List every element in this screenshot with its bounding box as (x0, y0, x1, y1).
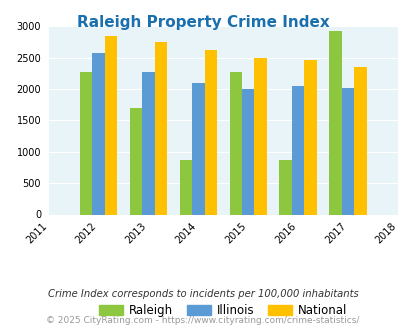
Bar (254, 58, 266, 214)
Bar (241, 89, 254, 214)
Legend: Raleigh, Illinois, National: Raleigh, Illinois, National (94, 299, 351, 322)
Bar (291, 86, 304, 214)
Bar (80, 72, 92, 214)
Bar (192, 83, 204, 214)
Bar (341, 88, 353, 214)
Bar (328, 31, 341, 214)
Bar (179, 160, 192, 214)
Bar (92, 53, 104, 214)
Bar (354, 67, 366, 214)
Text: Crime Index corresponds to incidents per 100,000 inhabitants: Crime Index corresponds to incidents per… (47, 289, 358, 299)
Text: © 2025 CityRating.com - https://www.cityrating.com/crime-statistics/: © 2025 CityRating.com - https://www.city… (46, 315, 359, 325)
Bar (142, 72, 154, 214)
Bar (130, 108, 142, 214)
Bar (154, 42, 167, 215)
Bar (279, 160, 291, 214)
Bar (204, 50, 217, 214)
Bar (304, 60, 316, 214)
Bar (229, 72, 241, 214)
Bar (104, 36, 117, 214)
Text: Raleigh Property Crime Index: Raleigh Property Crime Index (77, 15, 328, 30)
